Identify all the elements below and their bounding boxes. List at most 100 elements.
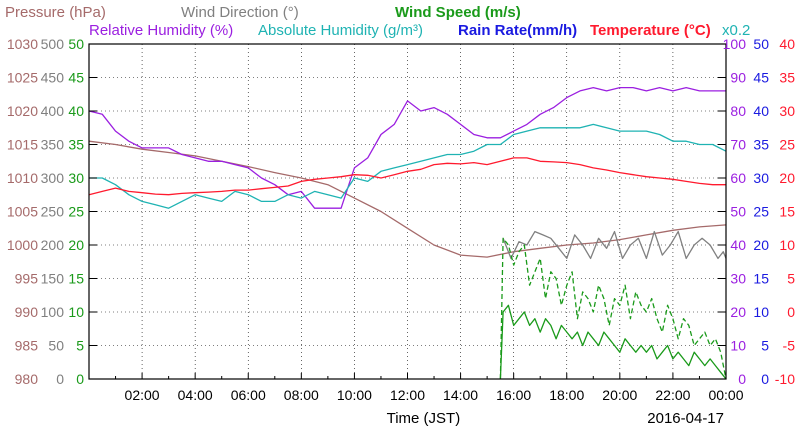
wind-speed-tick-label: 40: [68, 103, 84, 119]
humidity-tick-label: 90: [730, 70, 746, 86]
rain-rate-tick-label: 20: [753, 237, 769, 253]
wind-direction-tick-label: 0: [56, 371, 64, 387]
temperature-tick-label: -10: [775, 371, 795, 387]
humidity-tick-label: 100: [723, 36, 747, 52]
wind-speed-tick-label: 35: [68, 137, 84, 153]
rain-rate-tick-label: 50: [753, 36, 769, 52]
pressure-tick-label: 1000: [7, 237, 38, 253]
x-tick-label: 14:00: [443, 387, 478, 403]
humidity-tick-label: 40: [730, 237, 746, 253]
wind-direction-tick-label: 500: [41, 36, 65, 52]
humidity-tick-label: 50: [730, 204, 746, 220]
axes: 02:00 04:00 06:00 08:00 10:00 12:00 14:00 16:00…: [7, 36, 795, 427]
legend-item: Absolute Humidity (g/m³): [258, 22, 423, 39]
rain-rate-tick-label: 30: [753, 170, 769, 186]
x-tick-label: 22:00: [655, 387, 690, 403]
temperature-tick-label: 30: [779, 103, 795, 119]
temperature-tick-label: 35: [779, 70, 795, 86]
humidity-tick-label: 0: [738, 371, 746, 387]
wind-direction-tick-label: 100: [41, 304, 65, 320]
legend-item: x0.2: [722, 22, 750, 39]
pressure-tick-label: 1030: [7, 36, 38, 52]
pressure-tick-label: 985: [15, 338, 39, 354]
pressure-tick-label: 1020: [7, 103, 38, 119]
x-tick-label: 02:00: [125, 387, 160, 403]
x-tick-label: 06:00: [231, 387, 266, 403]
wind-direction-tick-label: 400: [41, 103, 65, 119]
rain-rate-tick-label: 45: [753, 70, 769, 86]
legend-item: Relative Humidity (%): [89, 22, 233, 39]
temperature-tick-label: 0: [787, 304, 795, 320]
series-wind-speed-m-s-upper: [499, 237, 727, 380]
rain-rate-tick-label: 0: [761, 371, 769, 387]
temperature-tick-label: 10: [779, 237, 795, 253]
series-group: [88, 86, 727, 380]
rain-rate-tick-label: 35: [753, 137, 769, 153]
wind-speed-tick-label: 50: [68, 36, 84, 52]
gridlines: [89, 44, 726, 379]
humidity-tick-label: 60: [730, 170, 746, 186]
wind-speed-tick-label: 20: [68, 237, 84, 253]
wind-direction-tick-label: 250: [41, 204, 65, 220]
wind-direction-tick-label: 200: [41, 237, 65, 253]
x-tick-label: 08:00: [284, 387, 319, 403]
x-tick-label: 20:00: [602, 387, 637, 403]
legend-item: Temperature (°C): [590, 22, 711, 39]
x-tick-label: 12:00: [390, 387, 425, 403]
rain-rate-tick-label: 40: [753, 103, 769, 119]
temperature-tick-label: 20: [779, 170, 795, 186]
wind-speed-tick-label: 30: [68, 170, 84, 186]
series-pressure-hpa: [88, 140, 727, 258]
x-tick-label: 16:00: [496, 387, 531, 403]
wind-speed-tick-label: 45: [68, 70, 84, 86]
wind-direction-tick-label: 350: [41, 137, 65, 153]
legend-item: Wind Speed (m/s): [395, 4, 521, 21]
pressure-tick-label: 1015: [7, 137, 38, 153]
humidity-tick-label: 30: [730, 271, 746, 287]
wind-direction-tick-label: 300: [41, 170, 65, 186]
pressure-tick-label: 995: [15, 271, 39, 287]
series-wind-speed-m-s-lower: [499, 304, 727, 380]
rain-rate-tick-label: 5: [761, 338, 769, 354]
temperature-tick-label: 40: [779, 36, 795, 52]
x-tick-label: 10:00: [337, 387, 372, 403]
x-tick-label: 00:00: [708, 387, 743, 403]
series-absolute-humidity-g-m: [89, 123, 727, 209]
rain-rate-tick-label: 15: [753, 271, 769, 287]
humidity-tick-label: 80: [730, 103, 746, 119]
wind-direction-tick-label: 50: [48, 338, 64, 354]
humidity-tick-label: 70: [730, 137, 746, 153]
pressure-tick-label: 980: [15, 371, 39, 387]
humidity-tick-label: 20: [730, 304, 746, 320]
legend-item: Pressure (hPa): [5, 4, 106, 21]
legend-item: Rain Rate(mm/h): [458, 22, 577, 39]
humidity-tick-label: 10: [730, 338, 746, 354]
wind-speed-tick-label: 0: [76, 371, 84, 387]
temperature-tick-label: 25: [779, 137, 795, 153]
wind-direction-tick-label: 150: [41, 271, 65, 287]
temperature-tick-label: -5: [783, 338, 796, 354]
rain-rate-tick-label: 10: [753, 304, 769, 320]
wind-speed-tick-label: 5: [76, 338, 84, 354]
wind-speed-tick-label: 15: [68, 271, 84, 287]
legend: Pressure (hPa) Wind Direction (°) Wind Spe…: [5, 4, 750, 39]
date-label: 2016-04-17: [647, 410, 724, 427]
pressure-tick-label: 990: [15, 304, 39, 320]
pressure-tick-label: 1025: [7, 70, 38, 86]
rain-rate-tick-label: 25: [753, 204, 769, 220]
x-tick-label: 04:00: [178, 387, 213, 403]
wind-direction-tick-label: 450: [41, 70, 65, 86]
temperature-tick-label: 15: [779, 204, 795, 220]
series-relative-humidity: [88, 86, 726, 209]
temperature-tick-label: 5: [787, 271, 795, 287]
pressure-tick-label: 1010: [7, 170, 38, 186]
wind-speed-tick-label: 25: [68, 204, 84, 220]
wind-speed-tick-label: 10: [68, 304, 84, 320]
x-tick-label: 18:00: [549, 387, 584, 403]
series-temperature-c: [88, 157, 726, 196]
pressure-tick-label: 1005: [7, 204, 38, 220]
x-axis-label: Time (JST): [387, 410, 461, 427]
series-wind-direction: [502, 230, 727, 260]
